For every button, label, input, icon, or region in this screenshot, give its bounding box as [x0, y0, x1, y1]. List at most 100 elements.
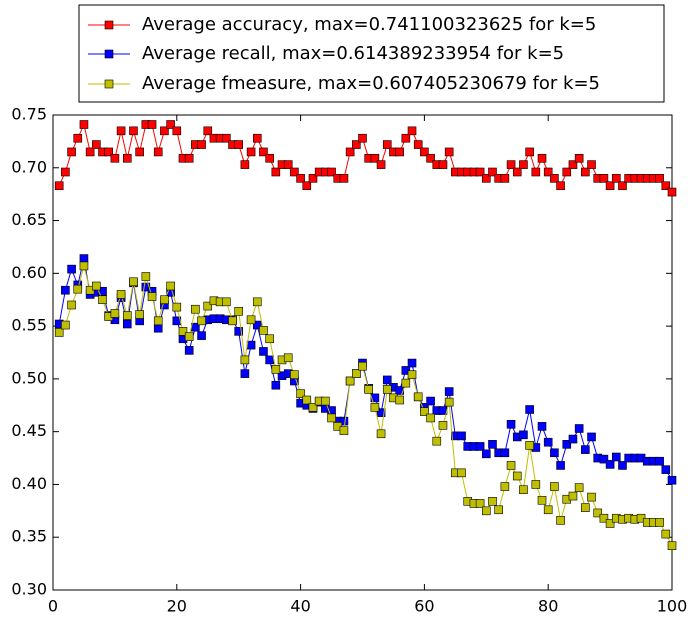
data-point: [550, 482, 559, 491]
legend-box: [78, 4, 665, 103]
data-point: [252, 320, 262, 330]
data-point: [197, 140, 206, 149]
data-point: [321, 396, 330, 406]
data-point: [129, 126, 138, 136]
data-point: [556, 516, 565, 525]
data-point: [506, 160, 516, 169]
data-point: [240, 160, 250, 169]
data-point: [531, 167, 541, 177]
data-point: [67, 300, 76, 310]
data-point: [661, 465, 671, 474]
x-tick-label: 40: [290, 597, 310, 616]
data-point: [376, 160, 386, 169]
data-point: [543, 437, 553, 447]
data-point: [382, 140, 392, 149]
data-point: [259, 347, 268, 356]
legend-label: Average fmeasure, max=0.607405230679 for…: [142, 73, 600, 94]
data-point: [525, 441, 534, 450]
data-point: [444, 387, 454, 396]
data-point: [166, 120, 175, 129]
data-point: [61, 167, 70, 177]
data-point: [568, 491, 578, 501]
data-point: [550, 174, 559, 183]
data-point: [512, 167, 522, 177]
data-point: [79, 254, 89, 263]
data-point: [556, 461, 565, 470]
data-point: [376, 408, 386, 417]
data-point: [382, 375, 392, 385]
data-point: [587, 160, 596, 169]
data-point: [401, 378, 411, 388]
data-point: [116, 290, 126, 299]
data-point: [252, 297, 262, 307]
data-point: [611, 452, 621, 462]
data-point: [308, 403, 318, 412]
data-point: [667, 187, 677, 197]
data-point: [605, 519, 615, 528]
data-point: [444, 397, 454, 407]
data-point: [364, 385, 373, 394]
data-point: [85, 147, 95, 157]
plot-frame: [52, 114, 673, 591]
data-point: [618, 181, 627, 191]
data-point: [500, 448, 510, 458]
data-point: [234, 140, 243, 149]
data-point: [426, 396, 435, 406]
data-point: [370, 393, 380, 403]
data-point: [178, 327, 188, 336]
data-point: [667, 475, 677, 485]
data-point: [147, 120, 157, 129]
data-point: [135, 310, 144, 319]
data-point: [296, 174, 305, 183]
data-point: [395, 395, 404, 405]
data-point: [587, 432, 596, 442]
data-point: [605, 460, 615, 469]
y-tick-label: 0.75: [11, 105, 47, 124]
data-point: [581, 503, 590, 512]
data-point: [475, 442, 485, 451]
data-point: [488, 497, 497, 506]
data-point: [54, 181, 64, 191]
data-point: [506, 419, 516, 429]
data-point: [457, 468, 466, 478]
data-point: [222, 297, 231, 307]
data-point: [122, 319, 132, 329]
data-point: [240, 355, 250, 365]
data-point: [537, 495, 547, 505]
data-point: [481, 174, 491, 183]
data-point: [420, 407, 429, 416]
x-tick-label: 20: [167, 597, 187, 616]
data-point: [339, 174, 349, 183]
data-point: [488, 167, 497, 177]
data-point: [240, 369, 250, 378]
data-point: [444, 147, 454, 157]
data-point: [376, 429, 386, 439]
data-point: [370, 153, 380, 163]
data-point: [283, 353, 293, 363]
data-point: [352, 369, 361, 378]
data-point: [655, 456, 664, 466]
y-tick-label: 0.60: [11, 263, 47, 282]
data-point: [581, 445, 590, 454]
data-point: [667, 541, 677, 550]
data-point: [512, 471, 522, 481]
data-point: [525, 405, 534, 414]
data-point: [519, 160, 528, 169]
data-point: [605, 181, 615, 191]
data-point: [92, 140, 101, 149]
data-point: [166, 281, 175, 291]
data-point: [481, 506, 491, 516]
data-point: [197, 331, 206, 340]
data-point: [339, 426, 349, 435]
data-point: [525, 147, 534, 157]
x-tick-label: 100: [657, 597, 688, 616]
data-point: [599, 454, 609, 464]
data-point: [271, 380, 281, 390]
data-point: [222, 133, 231, 143]
data-point: [562, 167, 572, 177]
data-point: [581, 167, 590, 177]
data-point: [122, 153, 132, 163]
data-point: [197, 316, 206, 326]
data-point: [574, 153, 584, 163]
